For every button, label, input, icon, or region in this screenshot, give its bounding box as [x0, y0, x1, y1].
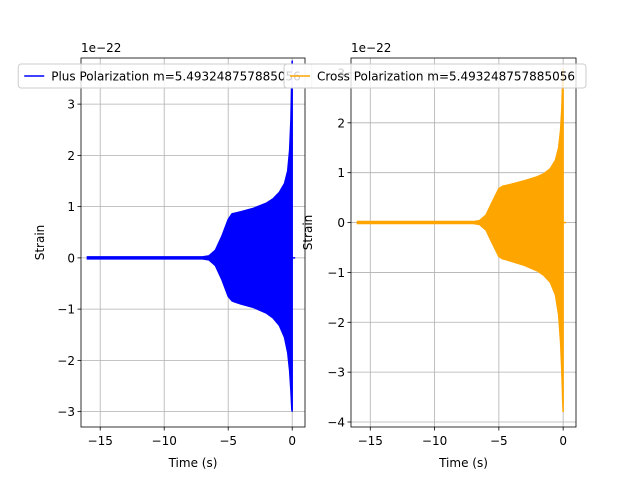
y-tick-label: −2	[327, 316, 345, 330]
legend-2: Cross Polarization m=5.493248757885056	[283, 63, 587, 89]
x-tick-label: −10	[152, 434, 177, 448]
y-tick-label: 2	[67, 149, 75, 163]
axes-frame	[350, 57, 577, 428]
y-tick-label: −1	[327, 266, 345, 280]
y-tick-label: 1	[337, 166, 345, 180]
x-tick-label: −5	[490, 434, 508, 448]
y-tick-label: −3	[327, 366, 345, 380]
series-1-signal	[86, 60, 293, 412]
y-axis-label: Strain	[33, 225, 47, 261]
series-1-signal	[356, 67, 564, 413]
y-tick-label: 0	[337, 216, 345, 230]
x-tick-label: 0	[559, 434, 567, 448]
y-tick-label: −4	[327, 416, 345, 430]
y-scale-offset-label: 1e−22	[81, 41, 121, 55]
y-tick-label: 3	[67, 98, 75, 112]
legend-label: Plus Polarization m=5.493248757885056	[51, 70, 301, 84]
y-axis-label: Strain	[301, 215, 315, 251]
x-tick-label: 0	[288, 434, 296, 448]
axes-frame	[80, 57, 306, 428]
y-scale-offset-label: 1e−22	[351, 41, 391, 55]
x-tick-label: −10	[422, 434, 447, 448]
y-tick-label: −1	[57, 303, 75, 317]
legend-1: Plus Polarization m=5.493248757885056	[17, 63, 313, 89]
legend-label: Cross Polarization m=5.493248757885056	[317, 70, 575, 84]
y-tick-label: 0	[67, 251, 75, 265]
y-tick-label: −3	[57, 405, 75, 419]
x-axis-label: Time (s)	[168, 456, 218, 470]
y-tick-label: 2	[337, 116, 345, 130]
x-tick-label: −5	[219, 434, 237, 448]
x-tick-label: −15	[358, 434, 383, 448]
legend-box	[283, 63, 587, 89]
x-axis-label: Time (s)	[438, 456, 488, 470]
x-tick-label: −15	[88, 434, 113, 448]
y-tick-label: 1	[67, 200, 75, 214]
y-tick-label: −2	[57, 354, 75, 368]
